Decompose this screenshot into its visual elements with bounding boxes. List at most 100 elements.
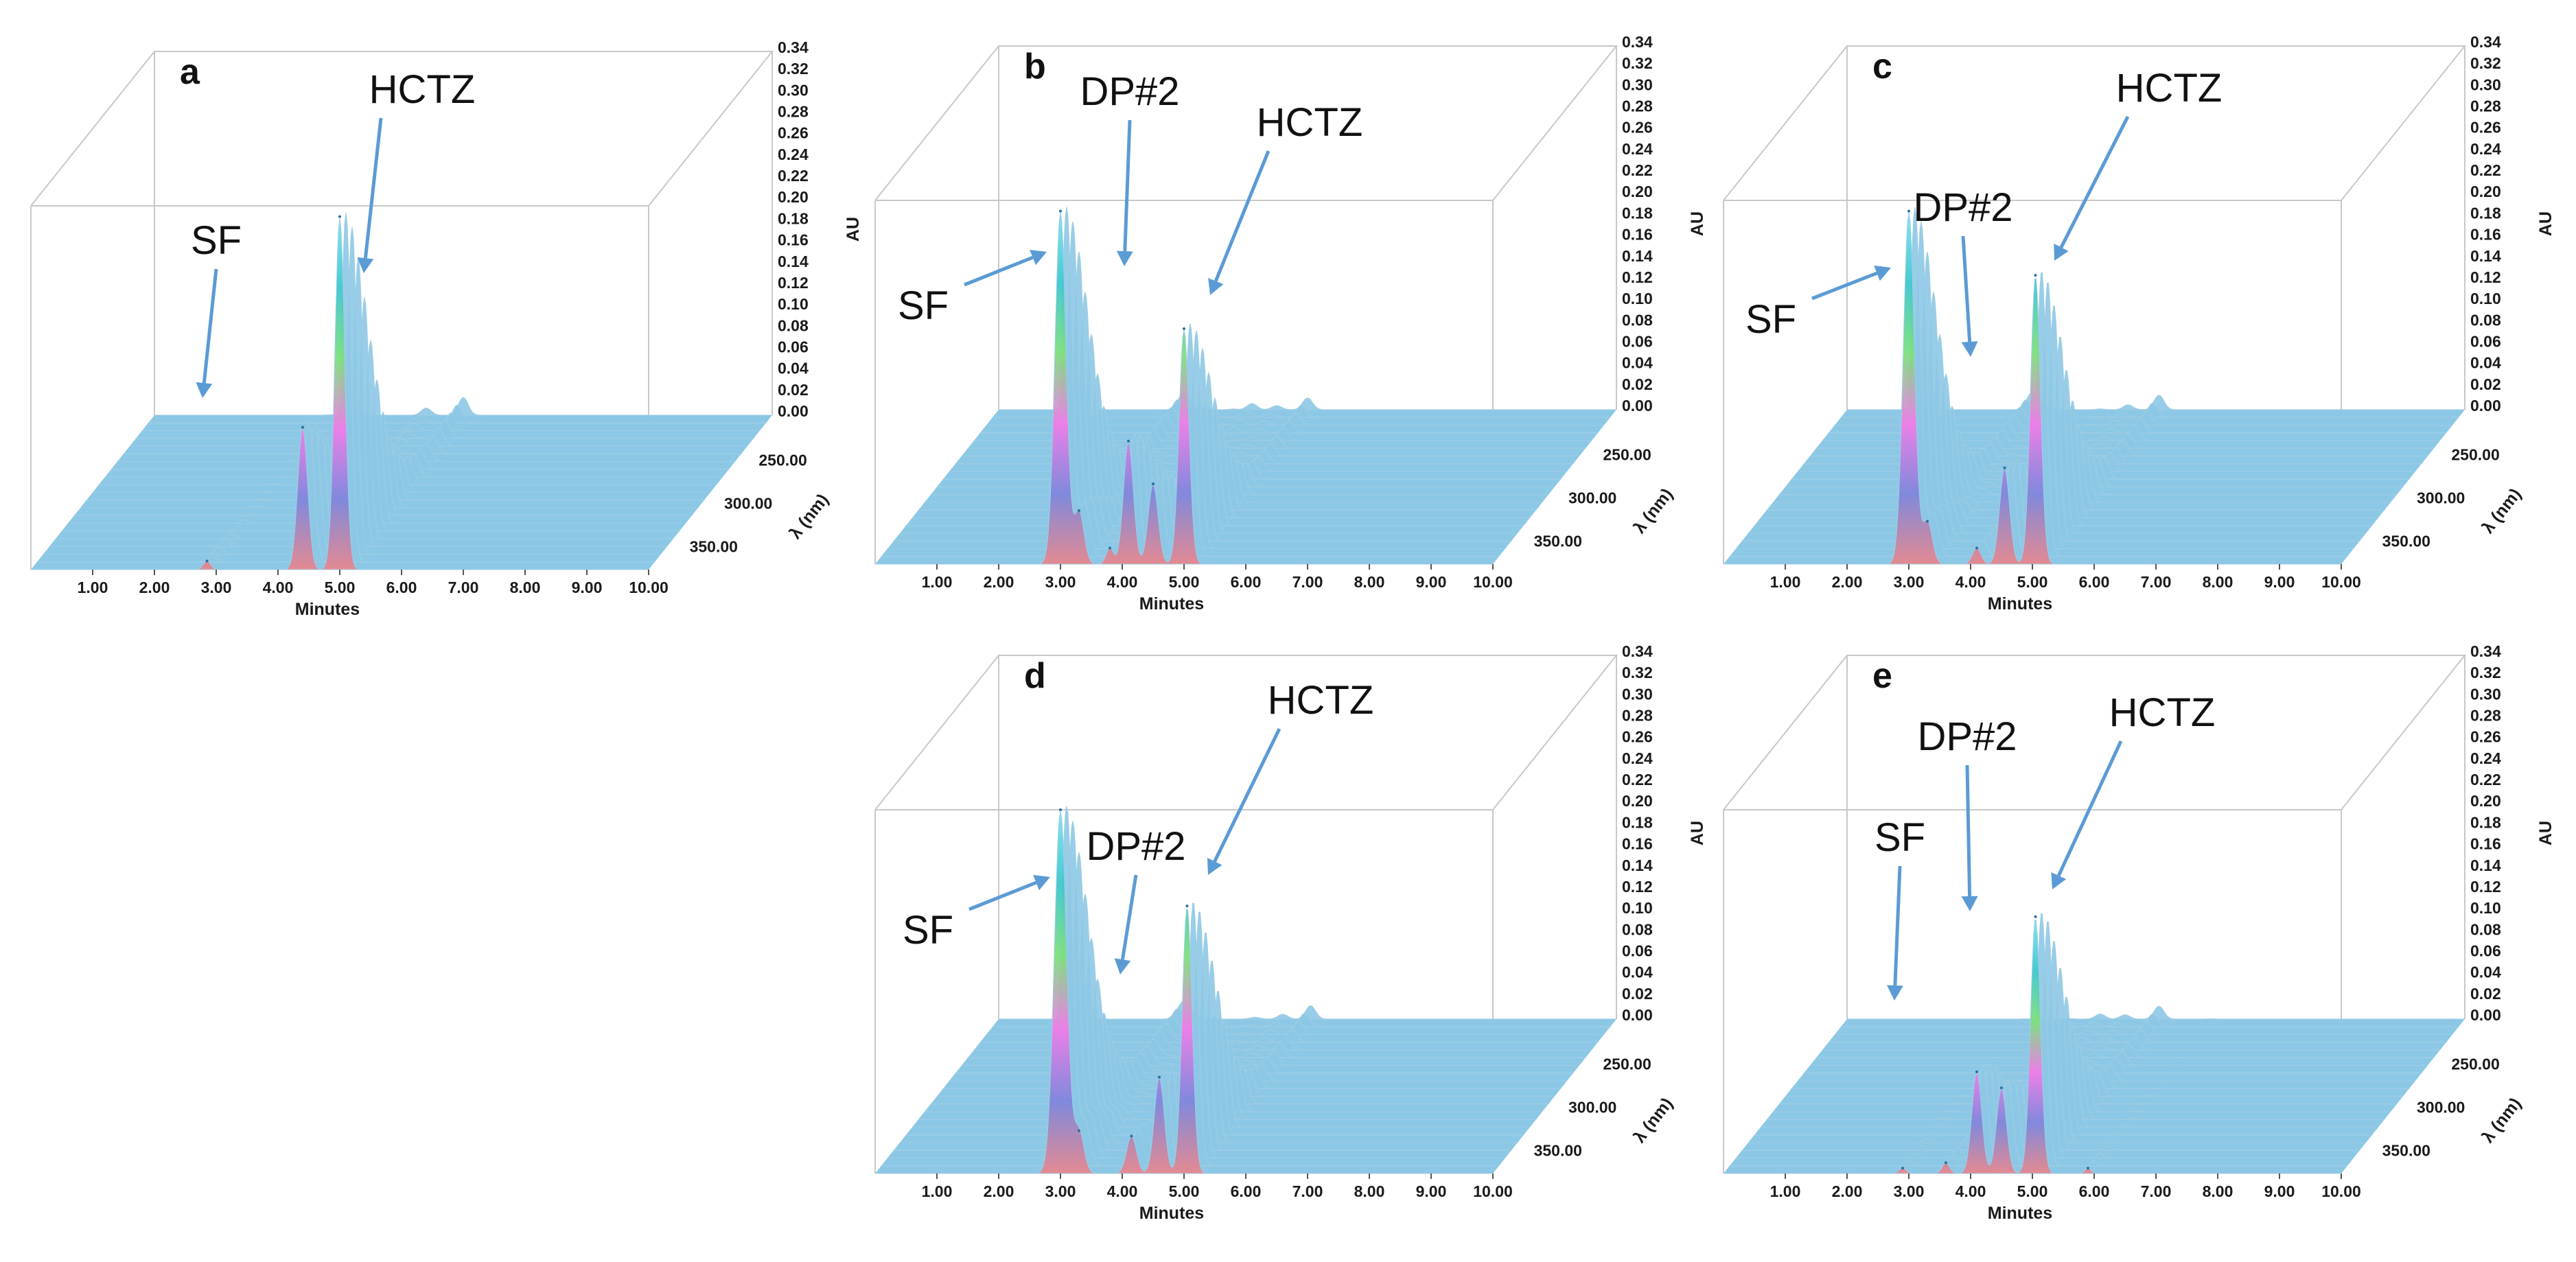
- x-tick-label: 9.00: [2264, 1182, 2295, 1200]
- y-tick-label: 0.26: [1622, 728, 1653, 746]
- x-axis-title: Minutes: [1139, 1204, 1204, 1223]
- x-tick-label: 8.00: [2203, 573, 2233, 591]
- peak-point: [1059, 209, 1062, 213]
- y-tick-label: 0.00: [1622, 1006, 1653, 1024]
- y-tick-label: 0.06: [1622, 332, 1653, 350]
- spectrum-ribbon: [93, 455, 710, 493]
- panel-letter: a: [180, 52, 200, 92]
- y-tick-label: 0.12: [1622, 878, 1653, 896]
- x-tick-label: 10.00: [2321, 1182, 2361, 1200]
- spectrum-ribbon: [887, 221, 1505, 549]
- peak-point: [1183, 327, 1185, 331]
- annotation-arrow: [1120, 874, 1138, 960]
- spectrum-ribbon: [875, 811, 1493, 1174]
- z-axis-title: λ (nm): [1630, 484, 1677, 537]
- y-tick-label: 0.00: [1622, 397, 1653, 414]
- peak-point: [1975, 1070, 1978, 1073]
- z-axis: 250.00 300.00 350.00: [2382, 1055, 2500, 1160]
- y-tick-label: 0.10: [778, 295, 809, 313]
- x-tick-label: 7.00: [2141, 573, 2172, 591]
- y-tick-label: 0.26: [2470, 728, 2501, 746]
- peak-label: HCTZ: [369, 67, 476, 112]
- annotation-dp2: DP#2: [1913, 185, 2013, 357]
- peak-label: DP#2: [1086, 824, 1185, 869]
- x-tick-label: 10.00: [1473, 573, 1513, 591]
- z-tick-label: 350.00: [1534, 1142, 1582, 1160]
- x-tick-label: 6.00: [2079, 573, 2110, 591]
- y-tick-label: 0.24: [778, 145, 809, 163]
- spectrum-ribbon: [148, 404, 767, 423]
- spectrum-ribbon: [1847, 1005, 2465, 1020]
- spectrum-ribbon: [905, 333, 1524, 526]
- spectrum-ribbon: [881, 207, 1500, 557]
- y-axis-title: AU: [1688, 211, 1707, 236]
- peak-point: [1130, 1134, 1133, 1138]
- arrow-head: [2054, 243, 2069, 261]
- y-tick-label: 0.16: [2470, 835, 2501, 853]
- x-tick-label: 7.00: [448, 579, 479, 596]
- annotation-arrow: [968, 880, 1037, 911]
- annotation-hctz: HCTZ: [1207, 678, 1373, 875]
- spectrum-ribbon: [1822, 1036, 2440, 1051]
- arrow-head: [1116, 250, 1133, 266]
- y-tick-label: 0.12: [2470, 268, 2501, 286]
- y-tick-label: 0.20: [1622, 183, 1653, 200]
- annotation-sf: SF: [191, 218, 242, 398]
- panel-letter: e: [1872, 656, 1892, 696]
- x-axis-title: Minutes: [1988, 1204, 2052, 1223]
- y-tick-label: 0.28: [1622, 707, 1653, 725]
- panel-letter: c: [1872, 47, 1892, 86]
- spectrum-ribbon: [918, 406, 1537, 511]
- peak-label: SF: [1875, 815, 1925, 860]
- y-tick-label: 0.04: [1622, 354, 1653, 372]
- x-axis: 1.00 2.00 3.00 4.00 5.00 6.00 7.00 8.00 9.00 10.0…: [78, 570, 669, 596]
- arrow-head: [1874, 265, 1891, 281]
- z-axis-title: λ (nm): [786, 490, 833, 542]
- x-tick-label: 9.00: [1416, 1182, 1447, 1200]
- y-tick-label: 0.18: [2470, 813, 2501, 831]
- x-tick-label: 3.00: [1894, 1182, 1925, 1200]
- y-tick-label: 0.06: [2470, 942, 2501, 959]
- y-tick-label: 0.24: [2470, 140, 2501, 158]
- x-tick-label: 10.00: [1473, 1182, 1513, 1200]
- z-tick-label: 350.00: [1534, 533, 1582, 550]
- x-tick-label: 5.00: [1169, 1182, 1200, 1200]
- spectrum-ribbon: [130, 428, 747, 447]
- spectrum-ribbon: [893, 251, 1512, 541]
- arrow-head: [1033, 874, 1050, 891]
- peak-label: DP#2: [1080, 69, 1179, 114]
- peak-point: [205, 559, 209, 563]
- y-tick-label: 0.22: [1622, 771, 1653, 788]
- spectrum-ribbon: [942, 451, 1562, 480]
- y-tick-label: 0.28: [778, 103, 809, 121]
- x-tick-label: 4.00: [1107, 573, 1138, 591]
- y-tick-label: 0.24: [2470, 749, 2501, 767]
- y-tick-label: 0.26: [2470, 119, 2501, 137]
- y-tick-label: 0.00: [2470, 1006, 2501, 1024]
- y-tick-label: 0.00: [778, 402, 809, 420]
- y-axis: 0.00 0.02 0.04 0.06 0.08 0.10 0.12 0.14 0.16 0.18…: [1622, 642, 1653, 1024]
- arrow-head: [1207, 857, 1222, 875]
- y-tick-label: 0.14: [778, 253, 809, 270]
- annotation-arrow: [964, 255, 1034, 287]
- peak-point: [2087, 1167, 2089, 1170]
- annotation-arrow: [1961, 235, 1972, 342]
- annotation-arrow: [1965, 764, 1972, 897]
- y-tick-label: 0.18: [778, 209, 809, 227]
- arrow-head: [2051, 872, 2067, 889]
- y-tick-label: 0.02: [2470, 985, 2501, 1003]
- x-tick-label: 1.00: [1770, 1182, 1801, 1200]
- arrow-head: [357, 257, 374, 273]
- x-tick-label: 9.00: [1416, 573, 1447, 591]
- y-tick-label: 0.18: [1622, 204, 1653, 222]
- annotation-dp2: DP#2: [1917, 714, 2017, 911]
- y-tick-label: 0.32: [1622, 54, 1653, 72]
- x-tick-label: 8.00: [510, 579, 541, 596]
- x-tick-label: 6.00: [1231, 573, 1262, 591]
- peak-label: SF: [898, 283, 949, 328]
- y-axis: 0.00 0.02 0.04 0.06 0.08 0.10 0.12 0.14 0.16 0.18…: [778, 38, 809, 420]
- y-axis: 0.00 0.02 0.04 0.06 0.08 0.10 0.12 0.14 0.16 0.18…: [2470, 33, 2501, 414]
- z-axis: 250.00 300.00 350.00: [2382, 446, 2500, 550]
- y-tick-label: 0.34: [2470, 642, 2501, 660]
- y-tick-label: 0.06: [2470, 332, 2501, 350]
